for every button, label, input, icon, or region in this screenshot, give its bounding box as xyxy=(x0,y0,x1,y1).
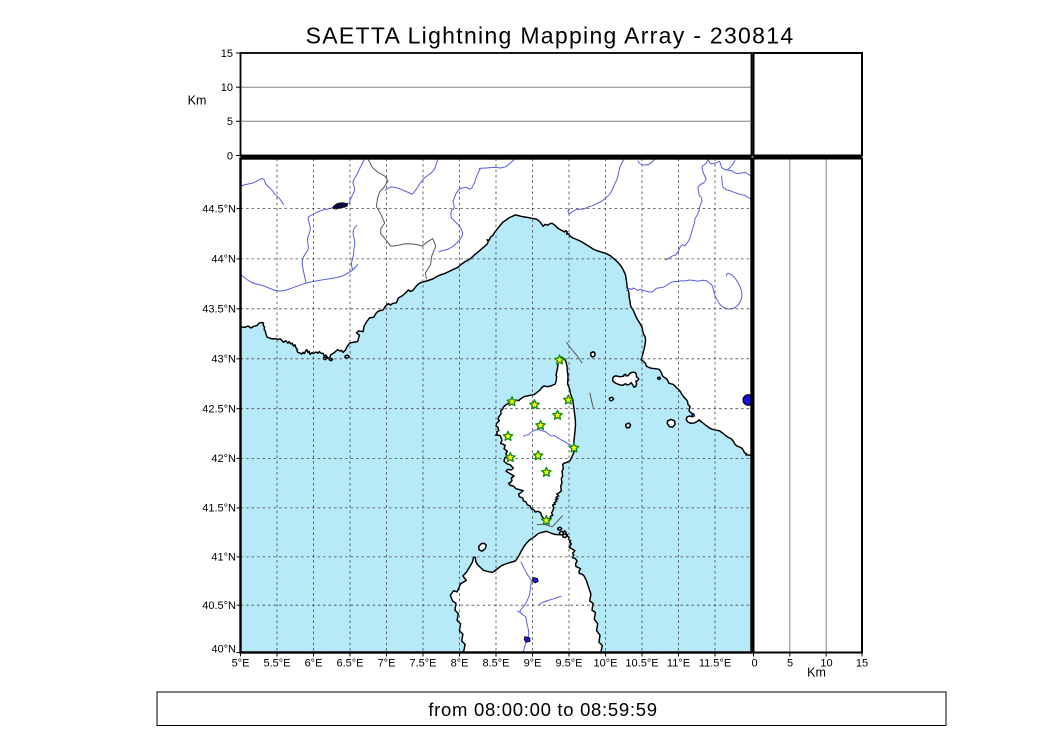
svg-text:from 08:00:00 to 08:59:59: from 08:00:00 to 08:59:59 xyxy=(428,699,657,720)
svg-text:5: 5 xyxy=(227,116,233,128)
svg-text:10: 10 xyxy=(820,658,832,670)
svg-text:Km: Km xyxy=(188,94,207,108)
svg-text:41.5°N: 41.5°N xyxy=(202,503,236,515)
svg-text:10.5°E: 10.5°E xyxy=(625,658,658,670)
svg-text:0: 0 xyxy=(227,151,233,163)
svg-text:41°N: 41°N xyxy=(211,552,236,564)
svg-text:42°N: 42°N xyxy=(211,453,236,465)
svg-text:SAETTA Lightning Mapping Array: SAETTA Lightning Mapping Array - 230814 xyxy=(306,23,795,49)
svg-text:42.5°N: 42.5°N xyxy=(202,403,236,415)
svg-text:44.5°N: 44.5°N xyxy=(202,203,236,215)
svg-text:6.5°E: 6.5°E xyxy=(336,658,363,670)
svg-text:11.5°E: 11.5°E xyxy=(699,658,731,670)
svg-text:11°E: 11°E xyxy=(667,658,690,670)
svg-text:10: 10 xyxy=(221,82,233,94)
svg-text:15: 15 xyxy=(856,658,868,670)
svg-text:10°E: 10°E xyxy=(594,658,618,670)
svg-text:40.5°N: 40.5°N xyxy=(202,600,236,612)
svg-text:0: 0 xyxy=(751,658,757,670)
svg-text:44°N: 44°N xyxy=(211,254,236,266)
svg-text:7.5°E: 7.5°E xyxy=(409,658,436,670)
svg-text:15: 15 xyxy=(221,48,233,60)
svg-text:7°E: 7°E xyxy=(378,658,396,670)
svg-text:8.5°E: 8.5°E xyxy=(482,658,509,670)
svg-text:40°N: 40°N xyxy=(211,644,236,656)
svg-text:6°E: 6°E xyxy=(305,658,323,670)
svg-text:Km: Km xyxy=(807,666,826,680)
svg-text:9.5°E: 9.5°E xyxy=(555,658,582,670)
svg-text:8°E: 8°E xyxy=(451,658,469,670)
svg-text:5: 5 xyxy=(787,658,793,670)
svg-text:9°E: 9°E xyxy=(524,658,542,670)
svg-text:43.5°N: 43.5°N xyxy=(202,304,236,316)
svg-text:43°N: 43°N xyxy=(211,354,236,366)
svg-text:5°E: 5°E xyxy=(232,658,250,670)
svg-text:5.5°E: 5.5°E xyxy=(263,658,290,670)
